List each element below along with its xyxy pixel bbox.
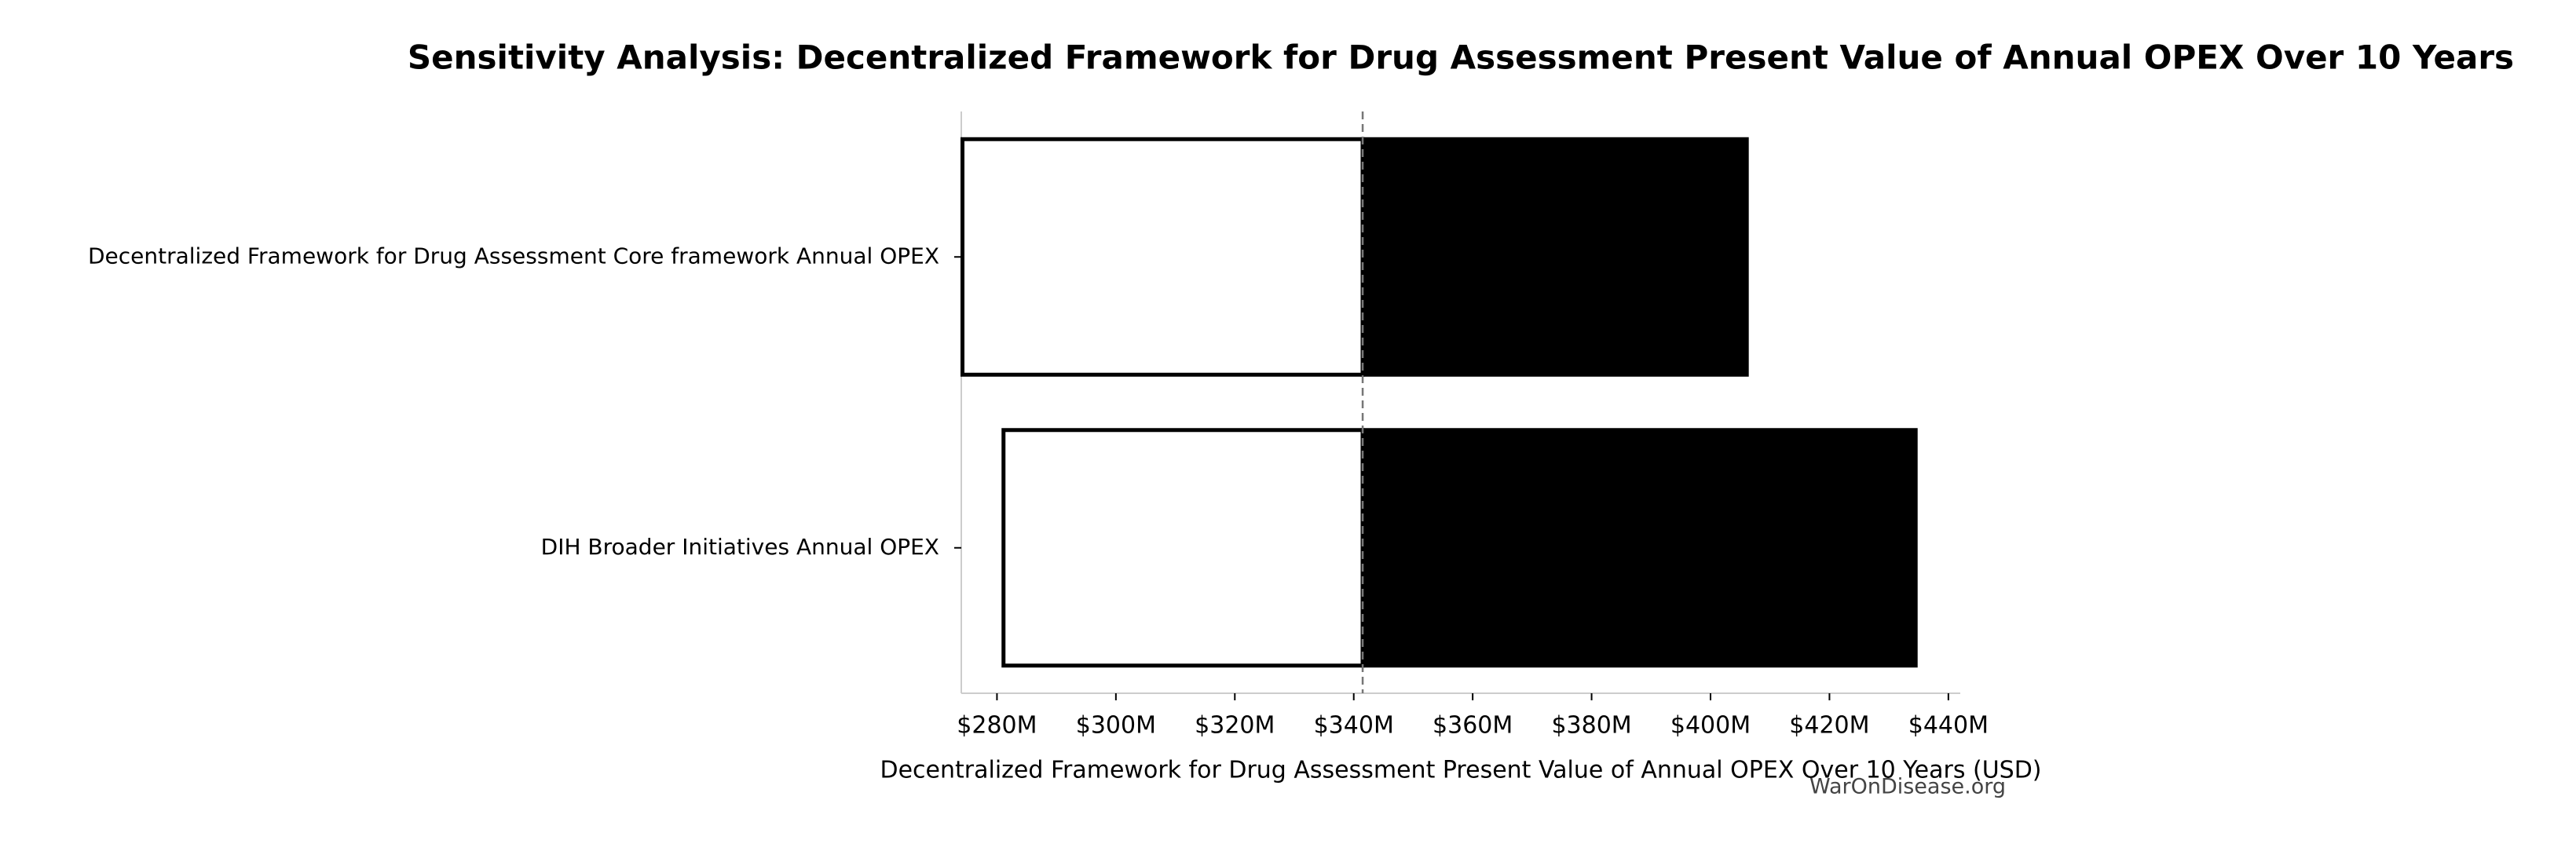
watermark: WarOnDisease.org <box>1809 775 2006 799</box>
x-tick-label: $300M <box>1076 712 1156 740</box>
x-tick-label: $380M <box>1551 712 1631 740</box>
x-tick-label: $420M <box>1789 712 1869 740</box>
x-tick-label: $320M <box>1195 712 1275 740</box>
high-bar <box>1360 137 1749 377</box>
y-tick-label: Decentralized Framework for Drug Assessm… <box>88 243 939 269</box>
low-bar <box>1001 428 1365 668</box>
low-bar <box>961 137 1365 377</box>
high-bar <box>1360 428 1918 668</box>
x-tick-label: $340M <box>1314 712 1394 740</box>
x-tick-label: $280M <box>957 712 1037 740</box>
x-tick-label: $440M <box>1908 712 1989 740</box>
x-tick-label: $360M <box>1433 712 1513 740</box>
y-tick-label: DIH Broader Initiatives Annual OPEX <box>541 534 939 560</box>
chart-title: Sensitivity Analysis: Decentralized Fram… <box>408 38 2514 77</box>
x-tick-label: $400M <box>1670 712 1751 740</box>
x-axis-label: Decentralized Framework for Drug Assessm… <box>880 757 2042 784</box>
